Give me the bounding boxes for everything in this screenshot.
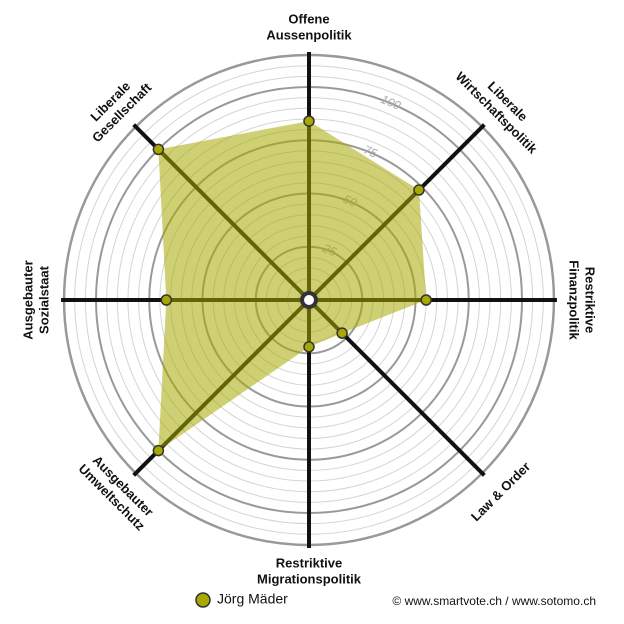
center (300, 291, 318, 309)
category-label: Finanzpolitik (567, 260, 582, 340)
data-point (303, 341, 315, 353)
data-point (160, 294, 173, 306)
category-label: Ausgebauter (20, 260, 35, 339)
legend-marker (195, 592, 211, 608)
copyright: © www.smartvote.ch / www.sotomo.ch (392, 594, 596, 608)
data-point (152, 444, 165, 457)
r-tick-label: 75 (362, 143, 380, 161)
category-label: Restriktive (276, 555, 342, 570)
data-point (336, 327, 348, 339)
data-point (303, 115, 315, 127)
data-point (152, 143, 165, 156)
category-label: Migrationspolitik (257, 571, 362, 586)
category-label: Restriktive (583, 267, 598, 333)
category-label: Sozialstaat (36, 265, 51, 334)
series-area (158, 121, 427, 451)
data-point (420, 294, 432, 306)
data-point (413, 184, 425, 196)
axis-label: Ausgebauter Sozialstaat (20, 260, 51, 339)
legend-label: Jörg Mäder (217, 591, 288, 607)
category-label: Aussenpolitik (266, 27, 352, 42)
category-label: Offene (288, 11, 329, 26)
